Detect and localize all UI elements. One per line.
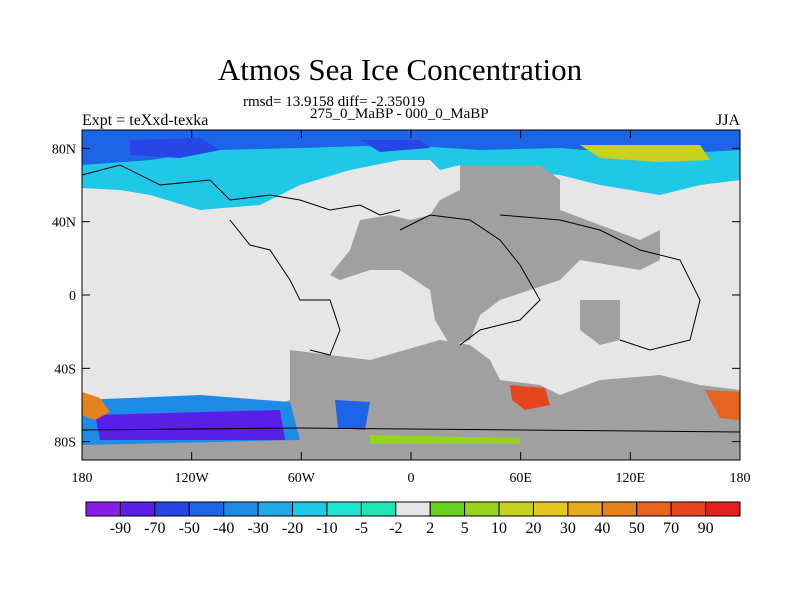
- longitude-axis: 180 120W 60W 0 60E 120E 180: [72, 130, 751, 486]
- colorbar-swatch: [223, 501, 259, 517]
- lat-tick-label: 40N: [52, 216, 76, 231]
- colorbar-swatch: [292, 501, 328, 517]
- land-island-east: [580, 300, 620, 345]
- colorbar-swatch: [257, 501, 294, 517]
- colorbar-swatch: [705, 501, 741, 517]
- colorbar-swatch: [119, 501, 156, 517]
- lat-tick-label: 80N: [52, 142, 76, 157]
- season-label: JJA: [715, 112, 740, 129]
- colorbar-label: 40: [594, 520, 610, 537]
- colorbar-label: 90: [698, 520, 714, 537]
- colorbar: -90 -70 -50 -40 -30 -20 -10 -5 -2 2 5 10 20 30 40 50 70 9…: [85, 501, 741, 537]
- antarctic-positive-far-east: [705, 390, 740, 420]
- arctic-positive-patch: [580, 145, 710, 162]
- lon-tick-label: 120W: [175, 471, 210, 486]
- lon-tick-label: 120E: [616, 471, 646, 486]
- antarctic-band-deep: [95, 410, 285, 440]
- antarctic-blue-patch: [335, 400, 370, 430]
- colorbar-swatch: [154, 501, 190, 517]
- antarctic-positive-east: [510, 385, 550, 410]
- colorbar-label: 50: [629, 520, 645, 537]
- colorbar-swatch: [395, 501, 431, 517]
- lon-tick-label: 180: [72, 471, 93, 486]
- colorbar-label: 5: [461, 520, 469, 537]
- experiment-label: Expt = teXxd-texka: [82, 112, 209, 129]
- subtitle: 275_0_MaBP - 000_0_MaBP: [310, 106, 489, 122]
- colorbar-label: -50: [179, 520, 200, 537]
- colorbar-swatch: [360, 501, 397, 517]
- coastlines: [81, 164, 741, 433]
- colorbar-swatch: [85, 501, 121, 517]
- colorbar-label: 2: [426, 520, 434, 537]
- colorbar-swatch: [326, 501, 362, 517]
- colorbar-swatch: [636, 501, 672, 517]
- colorbar-swatch: [464, 501, 500, 517]
- colorbar-label: 20: [525, 520, 541, 537]
- colorbar-label: -5: [355, 520, 368, 537]
- lon-tick-label: 60W: [288, 471, 316, 486]
- colorbar-swatch: [498, 501, 534, 517]
- lon-tick-label: 180: [730, 471, 751, 486]
- colorbar-swatch: [601, 501, 638, 517]
- colorbar-label: -20: [282, 520, 303, 537]
- map-plot: [81, 129, 741, 461]
- colorbar-swatch: [532, 501, 569, 517]
- colorbar-label: -40: [213, 520, 234, 537]
- lon-tick-label: 0: [408, 471, 415, 486]
- colorbar-label: 10: [491, 520, 507, 537]
- antarctic-green-strip: [370, 435, 520, 444]
- colorbar-swatch: [567, 501, 603, 517]
- colorbar-label: -10: [316, 520, 337, 537]
- stats-line: rmsd= 13.9158 diff= -2.35019: [243, 94, 426, 110]
- colorbar-label: 70: [663, 520, 679, 537]
- colorbar-swatch: [670, 501, 707, 517]
- page-title: Atmos Sea Ice Concentration: [217, 52, 583, 87]
- lat-tick-label: 0: [69, 289, 76, 304]
- lon-tick-label: 60E: [509, 471, 532, 486]
- colorbar-label: -30: [247, 520, 268, 537]
- arctic-deep-band: [82, 130, 740, 165]
- colorbar-swatch: [429, 501, 466, 517]
- colorbar-swatch: [188, 501, 225, 517]
- arctic-ice-band: [82, 130, 740, 210]
- land-mass-africa-eurasia: [330, 165, 660, 345]
- arctic-core: [130, 138, 430, 158]
- lat-tick-label: 40S: [54, 362, 76, 377]
- lat-tick-label: 80S: [54, 436, 76, 451]
- colorbar-label: -2: [389, 520, 402, 537]
- colorbar-label: -90: [110, 520, 131, 537]
- antarctic-positive-west: [82, 392, 110, 420]
- colorbar-label: -70: [144, 520, 165, 537]
- latitude-axis: 80N 40N 0 40S 80S: [52, 142, 740, 451]
- colorbar-label: 30: [560, 520, 576, 537]
